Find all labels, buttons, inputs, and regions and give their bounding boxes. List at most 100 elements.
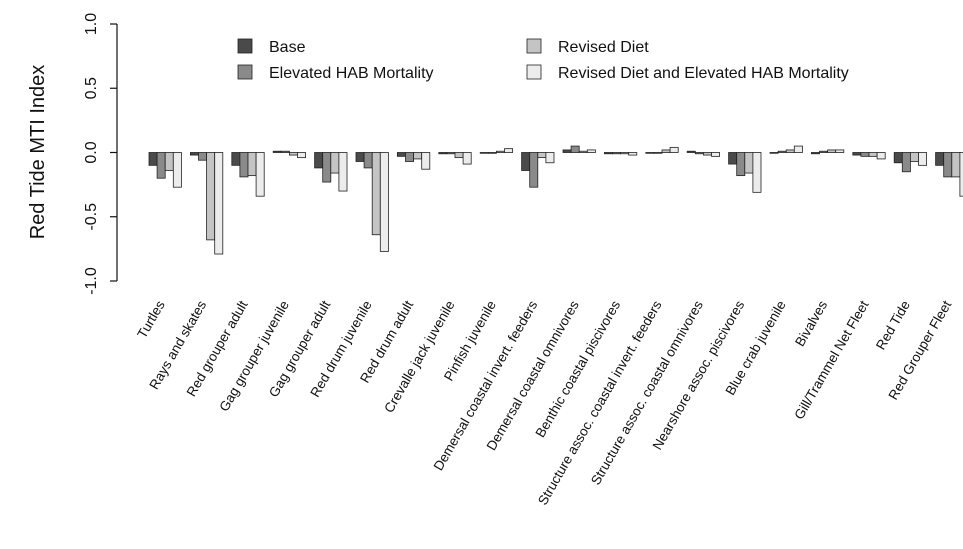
bar xyxy=(189,152,199,156)
bar xyxy=(811,152,820,155)
bar xyxy=(562,149,572,153)
bar xyxy=(620,152,630,155)
bar xyxy=(711,152,721,157)
bar xyxy=(529,152,539,188)
bar xyxy=(239,152,249,178)
bar xyxy=(214,152,224,255)
bar xyxy=(521,152,531,171)
bar xyxy=(661,149,671,153)
bar xyxy=(744,152,754,174)
bar xyxy=(421,152,431,170)
bar xyxy=(537,152,547,159)
bar xyxy=(827,149,837,153)
bar xyxy=(322,152,332,183)
bars-group xyxy=(148,145,963,255)
bar xyxy=(446,152,456,155)
x-tick-label: Red Tide xyxy=(873,298,913,352)
bar xyxy=(297,152,307,159)
bar xyxy=(338,152,348,192)
bar xyxy=(868,152,878,157)
bar xyxy=(918,152,928,166)
bar xyxy=(604,152,613,155)
bar xyxy=(819,150,829,153)
bar xyxy=(363,152,373,169)
legend-swatch xyxy=(526,38,542,54)
legend-swatch xyxy=(526,64,542,80)
y-tick-label: 0.0 xyxy=(83,141,100,163)
bar xyxy=(330,152,340,174)
bar xyxy=(479,152,489,154)
bar xyxy=(943,152,953,178)
bar xyxy=(752,152,762,193)
bar xyxy=(454,152,464,159)
y-axis: -1.0 -0.5 0.0 0.5 1.0 xyxy=(83,13,118,295)
bar xyxy=(769,152,779,154)
bar xyxy=(653,152,663,154)
bar xyxy=(206,152,216,241)
bar xyxy=(686,150,696,153)
bar xyxy=(901,152,911,173)
bar xyxy=(371,152,381,236)
bar xyxy=(314,152,324,169)
bar xyxy=(247,152,257,177)
bar xyxy=(669,146,679,153)
bar xyxy=(860,152,870,157)
y-tick-label: -1.0 xyxy=(83,267,100,295)
y-tick-label: 1.0 xyxy=(83,13,100,35)
bar xyxy=(910,152,919,162)
bar xyxy=(396,152,406,157)
bar xyxy=(487,152,497,154)
x-tick-label: Bivalves xyxy=(792,298,830,349)
bar xyxy=(148,152,158,166)
bar xyxy=(951,152,961,178)
bar xyxy=(959,152,963,197)
bar xyxy=(495,150,505,153)
bar xyxy=(438,152,448,155)
bar xyxy=(935,152,945,166)
bar xyxy=(231,152,241,166)
legend: Base Elevated HAB Mortality Revised Diet Re… xyxy=(237,38,849,82)
bar xyxy=(272,150,282,153)
bar xyxy=(462,152,472,165)
bar xyxy=(703,152,712,156)
bar xyxy=(893,152,903,164)
x-tick-label: Turtles xyxy=(134,298,167,341)
y-axis-label: Red Tide MTI Index xyxy=(27,65,49,240)
bar xyxy=(413,152,423,160)
bar xyxy=(198,152,208,161)
bar xyxy=(379,152,389,252)
bar xyxy=(578,150,588,153)
bar xyxy=(793,145,803,153)
bar xyxy=(255,152,265,197)
bar xyxy=(288,152,298,156)
bar xyxy=(164,152,174,171)
bar xyxy=(612,152,622,155)
legend-swatch xyxy=(237,38,253,54)
bar xyxy=(645,152,655,154)
legend-label: Elevated HAB Mortality xyxy=(269,65,434,82)
bar xyxy=(570,145,580,153)
bar xyxy=(172,152,182,188)
bar xyxy=(586,149,596,153)
bar xyxy=(835,149,845,153)
bar xyxy=(852,152,862,156)
bar xyxy=(628,152,638,156)
bar xyxy=(545,152,555,164)
y-tick-label: 0.5 xyxy=(83,77,100,99)
y-tick-label: -0.5 xyxy=(83,203,100,231)
bar xyxy=(280,150,290,153)
bar xyxy=(694,152,704,155)
bar xyxy=(876,152,886,160)
bar xyxy=(405,152,415,162)
bar xyxy=(736,152,746,177)
bar xyxy=(777,150,787,153)
legend-swatch xyxy=(237,64,253,80)
x-tick-label: Gill/Trammel Net Fleet xyxy=(791,298,871,422)
legend-label: Revised Diet and Elevated HAB Mortality xyxy=(558,65,849,82)
legend-label: Revised Diet xyxy=(558,39,649,56)
bar xyxy=(156,152,166,179)
bar xyxy=(785,149,795,153)
bar xyxy=(355,152,365,162)
